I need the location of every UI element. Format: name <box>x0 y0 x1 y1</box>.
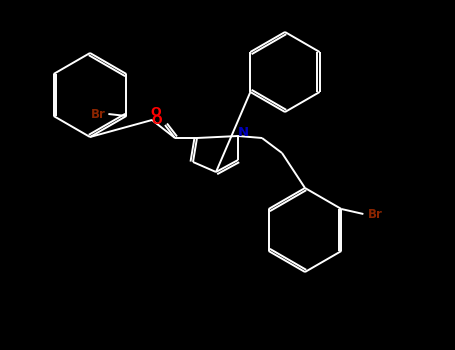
Text: Br: Br <box>91 107 106 120</box>
Text: N: N <box>238 126 248 140</box>
Text: O: O <box>151 106 162 119</box>
Text: Br: Br <box>368 208 383 220</box>
Text: O: O <box>152 114 162 127</box>
